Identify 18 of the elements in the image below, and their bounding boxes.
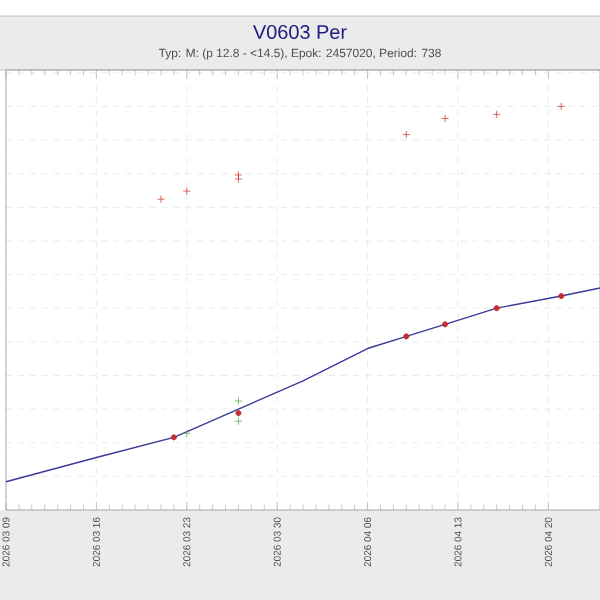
- point: [234, 170, 243, 179]
- point: [234, 417, 243, 426]
- point: [156, 195, 165, 204]
- point: [182, 187, 191, 196]
- point: [442, 321, 449, 328]
- point: [403, 333, 410, 340]
- point: [493, 305, 500, 312]
- point: [234, 397, 243, 405]
- chart-title: V0603 Per: [253, 24, 347, 40]
- point: [492, 110, 501, 119]
- point: [557, 102, 566, 111]
- point: [235, 410, 242, 417]
- point: [441, 114, 450, 123]
- point: [182, 429, 191, 438]
- point: [234, 175, 243, 183]
- point: [170, 434, 177, 441]
- point: [402, 130, 411, 139]
- point: [558, 293, 565, 300]
